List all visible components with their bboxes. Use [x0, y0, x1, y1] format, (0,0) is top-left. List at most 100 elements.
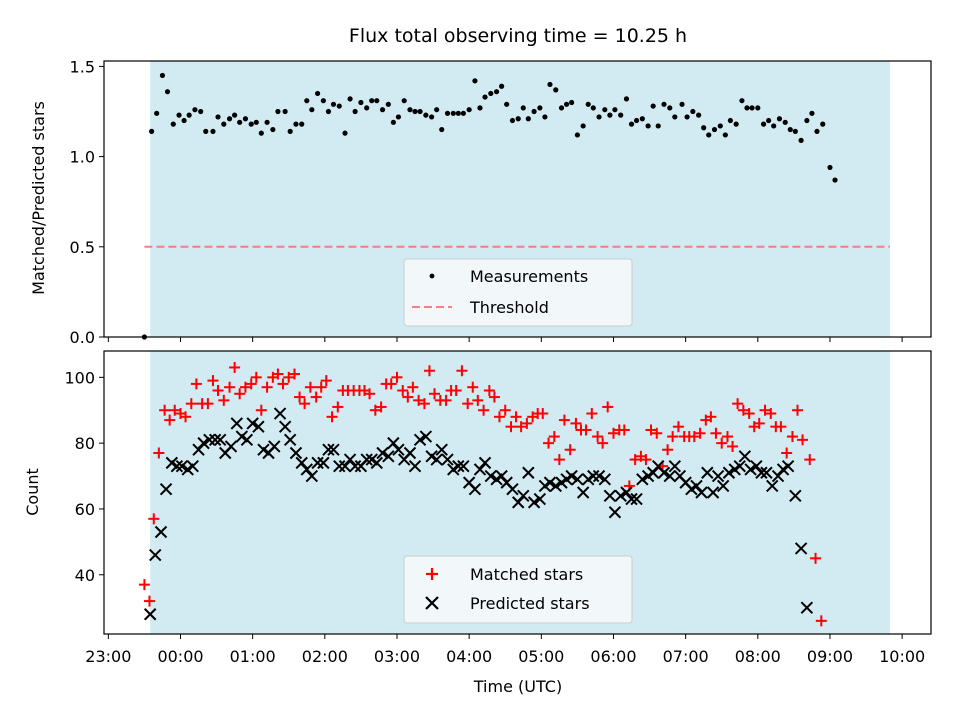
measurement-point [499, 83, 505, 89]
measurement-point [628, 121, 635, 127]
matched-star-point [261, 381, 273, 393]
predicted-star-point [711, 469, 725, 483]
predicted-star-point [387, 436, 400, 450]
measurement-point [186, 112, 192, 118]
predicted-star-point [419, 430, 433, 443]
measurement-point [221, 121, 227, 127]
predicted-star-point [224, 440, 238, 453]
measurement-point [287, 128, 293, 134]
predicted-star-point [403, 446, 417, 460]
predicted-star-point [760, 466, 773, 479]
legend-predicted-marker [425, 596, 439, 610]
measurement-point [744, 105, 750, 111]
matched-star-point [705, 411, 717, 423]
x-tick-label: 10:00 [879, 647, 925, 666]
matched-star-point [786, 431, 798, 443]
matched-star-point [310, 391, 322, 403]
measurement-point [210, 128, 216, 134]
matched-star-point [364, 388, 376, 400]
legend-threshold-label: Threshold [469, 298, 549, 317]
x-tick-label: 01:00 [230, 647, 276, 666]
predicted-star-point [143, 608, 157, 621]
measurement-point [401, 98, 407, 104]
matched-star-point [326, 411, 338, 423]
matched-star-point [169, 404, 181, 416]
measurement-point [330, 101, 337, 107]
matched-star-point [570, 417, 582, 429]
matched-star-point [499, 404, 511, 416]
predicted-star-point [203, 433, 216, 447]
predicted-star-point [733, 459, 746, 473]
predicted-star-point [750, 459, 763, 473]
measurement-point [358, 99, 364, 106]
bottom-y-axis-label: Count [23, 468, 42, 516]
measurement-point [336, 103, 342, 109]
predicted-star-point [771, 469, 785, 483]
measurement-point [711, 126, 718, 133]
predicted-star-point [533, 492, 547, 506]
matched-star-point [694, 427, 706, 439]
matched-star-point [743, 408, 755, 420]
measurement-point [661, 101, 667, 107]
predicted-star-point [690, 479, 703, 493]
predicted-star-point [522, 466, 535, 479]
predicted-star-point [197, 436, 210, 450]
measurement-point [574, 132, 580, 138]
predicted-star-point [240, 433, 254, 447]
predicted-star-point [186, 459, 199, 473]
predicted-star-point [295, 456, 308, 470]
measurement-point [472, 78, 478, 84]
measurement-point [787, 126, 793, 133]
matched-star-point [640, 454, 652, 466]
matched-star-point [607, 427, 619, 439]
matched-star-point [164, 414, 176, 426]
matched-star-point [645, 424, 657, 436]
x-tick-label: 00:00 [157, 647, 203, 666]
predicted-star-point [576, 486, 590, 499]
matched-star-point [716, 437, 728, 449]
matched-star-point [765, 408, 777, 420]
measurement-point [482, 94, 488, 100]
x-axis-label: Time (UTC) [473, 677, 562, 696]
top-x-axis [107, 337, 903, 342]
measurement-point [258, 130, 264, 136]
measurement-point [390, 119, 396, 125]
matched-star-point [218, 394, 230, 406]
measurement-point [623, 96, 630, 102]
y-tick-label: 0.5 [70, 238, 95, 257]
measurement-point [733, 121, 739, 127]
measurement-point [215, 114, 221, 120]
measurement-point [412, 108, 418, 115]
predicted-star-point [208, 433, 222, 447]
measurement-point [537, 105, 543, 111]
predicted-star-point [348, 459, 362, 473]
top-y-axis-label: Matched/Predicted stars [29, 101, 48, 295]
measurement-point [237, 119, 243, 125]
matched-star-point [586, 408, 598, 420]
measurement-point [717, 123, 723, 129]
legend-predicted-label: Predicted stars [470, 594, 590, 613]
matched-star-point [239, 381, 251, 393]
measurement-point [569, 99, 575, 106]
legend-measurements-label: Measurements [470, 267, 588, 286]
matched-star-point [667, 431, 679, 443]
legend-matched-label: Matched stars [470, 565, 583, 584]
measurement-point [667, 105, 673, 111]
matched-star-point [207, 375, 219, 387]
x-tick-label: 08:00 [735, 647, 781, 666]
predicted-star-point [273, 407, 287, 420]
matched-star-point [418, 398, 430, 410]
measurement-point [580, 123, 586, 129]
predicted-star-point [527, 496, 541, 509]
x-tick-label: 02:00 [302, 647, 348, 666]
predicted-star-point [565, 469, 578, 483]
measurement-point [782, 119, 788, 125]
measurement-point [771, 123, 777, 129]
measurement-point [684, 114, 690, 120]
measurement-point [309, 107, 315, 113]
predicted-star-point [495, 469, 508, 483]
matched-star-point [804, 454, 816, 466]
matched-star-point [797, 434, 809, 446]
predicted-stars-series [143, 407, 814, 621]
predicted-star-point [159, 483, 173, 496]
